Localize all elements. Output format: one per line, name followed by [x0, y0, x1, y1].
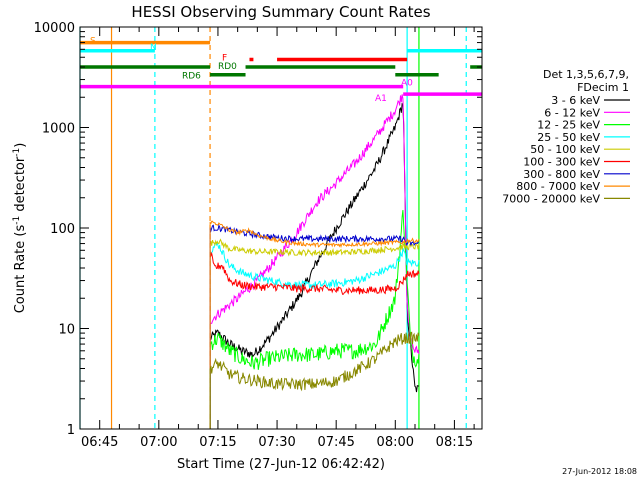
- x-tick-label-1: 07:00: [140, 435, 177, 450]
- y-tick-label-4: 10000: [34, 21, 75, 36]
- series-line-5: [209, 250, 420, 429]
- legend-label-0: 3 - 6 keV: [551, 94, 600, 107]
- x-axis-label: Start Time (27-Jun-12 06:42:42): [177, 457, 385, 472]
- x-tick-label-3: 07:30: [258, 435, 295, 450]
- series-line-3: [209, 241, 420, 429]
- flag-label-rd6: RD6: [182, 72, 201, 82]
- y-axis-ticks: 1 10 100 1000 10000: [34, 21, 482, 438]
- series-line-6: [209, 223, 420, 429]
- flag-label-n: N: [150, 43, 157, 53]
- y-tick-label-3: 1000: [42, 122, 75, 137]
- x-tick-label-6: 08:15: [436, 435, 473, 450]
- flag-label-rd0: RD0: [218, 62, 237, 72]
- legend-label-1: 6 - 12 keV: [544, 106, 600, 119]
- y-axis-label: Count Rate (s-1 detector-1): [12, 143, 28, 314]
- y-tick-label-0: 1: [67, 423, 75, 438]
- y-label-sup2: -1: [12, 148, 22, 157]
- y-label-end: ): [13, 143, 28, 148]
- series-line-2: [209, 209, 420, 429]
- x-tick-label-4: 07:45: [317, 435, 354, 450]
- x-axis-ticks: 06:45 07:00 07:15 07:30 07:45 08:00 08:15: [79, 27, 475, 450]
- x-tick-label-5: 08:00: [377, 435, 414, 450]
- x-tick-label-0: 06:45: [81, 435, 118, 450]
- x-tick-label-2: 07:15: [199, 435, 236, 450]
- legend-header-detectors: Det 1,3,5,6,7,9,: [543, 68, 629, 81]
- series-line-4: [209, 238, 420, 429]
- y-label-mid: detector: [13, 156, 28, 216]
- series-line-0: [209, 102, 420, 429]
- flag-label-a1: A1: [375, 94, 387, 104]
- legend-label-2: 12 - 25 keV: [537, 119, 600, 132]
- y-label-sup1: -1: [12, 216, 22, 225]
- timestamp-stamp: 27-Jun-2012 18:08: [562, 467, 637, 476]
- series-line-7: [209, 220, 420, 429]
- y-tick-label-1: 10: [58, 323, 75, 338]
- flag-label-s: S: [90, 37, 96, 47]
- legend-label-4: 50 - 100 keV: [530, 143, 600, 156]
- flag-label-f: F: [222, 53, 227, 63]
- legend-label-3: 25 - 50 keV: [537, 131, 600, 144]
- chart-title: HESSI Observing Summary Count Rates: [131, 3, 430, 21]
- legend-label-7: 800 - 7000 keV: [516, 180, 600, 193]
- y-tick-label-2: 100: [50, 222, 75, 237]
- legend-label-5: 100 - 300 keV: [523, 156, 600, 169]
- series-line-1: [209, 94, 420, 429]
- flag-label-a0: A0: [401, 79, 413, 89]
- legend-label-8: 7000 - 20000 keV: [502, 192, 600, 205]
- y-label-main: Count Rate (s: [13, 225, 28, 314]
- legend-label-6: 300 - 800 keV: [523, 168, 600, 181]
- legend-header-decimation: FDecim 1: [577, 81, 629, 94]
- series-line-8: [209, 331, 420, 429]
- series-layer: [209, 94, 420, 429]
